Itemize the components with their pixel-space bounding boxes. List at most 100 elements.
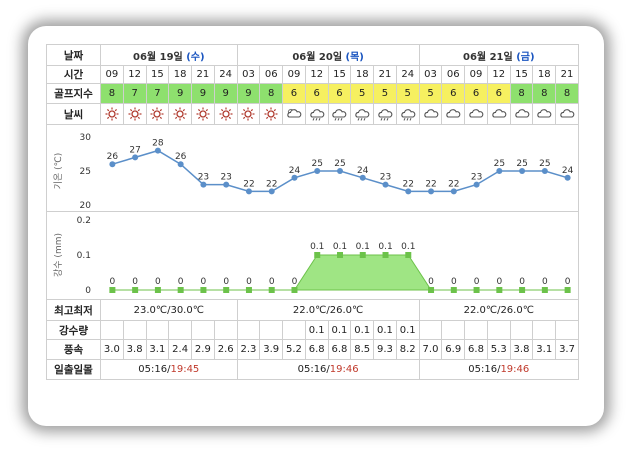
wind-cell: 5.2 bbox=[282, 339, 306, 360]
time-cell: 18 bbox=[350, 65, 375, 84]
golf-index-cell: 5 bbox=[350, 83, 375, 104]
time-cell: 21 bbox=[555, 65, 579, 84]
precipitation-point bbox=[291, 287, 298, 293]
wind-cell: 2.4 bbox=[168, 339, 192, 360]
temperature-point bbox=[496, 168, 503, 174]
weather-cell bbox=[486, 103, 511, 125]
weather-row: 날씨 bbox=[46, 103, 579, 125]
rain-cloud-icon bbox=[377, 107, 393, 121]
temperature-point bbox=[154, 147, 161, 154]
precipitation-y-tick: 0 bbox=[85, 286, 91, 296]
wind-row: 풍속 3.0 3.8 3.1 2.4 2.9 2.6 2.3 3.9 5.2 6.8 6.8 8.5 9… bbox=[46, 339, 579, 360]
temperature-point bbox=[564, 174, 571, 181]
sun-icon bbox=[172, 107, 188, 121]
time-cell: 06 bbox=[259, 65, 284, 84]
rain-amount-cell bbox=[532, 320, 557, 340]
temperature-point bbox=[177, 161, 184, 168]
rain-amount-cell: 0.1 bbox=[304, 320, 329, 340]
rainamt-row-label: 강수량 bbox=[46, 320, 101, 340]
precipitation-data-label: 0 bbox=[110, 277, 116, 287]
day-date-1: 06월 19일 bbox=[133, 51, 183, 63]
wind-cell: 6.8 bbox=[327, 339, 352, 360]
precipitation-axis-title: 강수 (mm) bbox=[53, 233, 64, 277]
forecast-table: 날짜 06월 19일 (수) 06월 20일 (목) 06월 21일 (금) 시… bbox=[46, 44, 579, 380]
time-cell: 21 bbox=[373, 65, 397, 84]
precipitation-point bbox=[223, 287, 230, 293]
golf-row-label: 골프지수 bbox=[46, 83, 101, 104]
temperature-point bbox=[405, 188, 412, 195]
wind-cell: 3.8 bbox=[122, 339, 147, 360]
wind-cell: 3.0 bbox=[100, 339, 124, 360]
rain-amount-cell bbox=[191, 320, 215, 340]
precipitation-point bbox=[245, 287, 252, 293]
precipitation-data-label: 0.1 bbox=[310, 242, 324, 252]
time-cell: 09 bbox=[464, 65, 488, 84]
precipitation-y-tick: 0.2 bbox=[77, 216, 91, 226]
golf-index-cell: 8 bbox=[555, 83, 579, 104]
weather-cell bbox=[555, 103, 579, 125]
temperature-axis-title: 기온 (℃) bbox=[53, 153, 64, 190]
precipitation-chart-cell: 강수 (mm) 0 0.1 0.2 0 0 0 0 0 0 0 0 0 0.1 0.1 0.1 0.1 0.1 0 0… bbox=[46, 211, 579, 300]
rain-amount-cell bbox=[213, 320, 238, 340]
cloud-icon bbox=[468, 107, 484, 121]
golf-index-cell: 5 bbox=[373, 83, 397, 104]
temperature-data-label: 24 bbox=[289, 166, 301, 176]
weather-cell bbox=[282, 103, 306, 125]
precipitation-point bbox=[519, 287, 526, 293]
precipitation-data-label: 0.1 bbox=[378, 242, 392, 252]
temperature-y-tick: 25 bbox=[80, 167, 91, 177]
maxmin-day-1: 23.0℃/30.0℃ bbox=[100, 299, 238, 321]
rain-amount-cell bbox=[418, 320, 443, 340]
rain-amount-row: 강수량 0.1 0.1 0.1 0.1 0.1 bbox=[46, 320, 579, 340]
time-cell: 24 bbox=[213, 65, 238, 84]
golf-index-cell: 5 bbox=[395, 83, 420, 104]
precipitation-data-label: 0 bbox=[496, 277, 502, 287]
temperature-chart: 기온 (℃) 20 25 30 26 27 28 26 23 23 22 22 24 25 25 24 23 22… bbox=[53, 133, 574, 211]
weather-cell bbox=[532, 103, 557, 125]
rain-amount-cell bbox=[122, 320, 147, 340]
golf-index-cell: 9 bbox=[213, 83, 238, 104]
wind-cell: 3.7 bbox=[555, 339, 579, 360]
golf-index-cell: 8 bbox=[259, 83, 284, 104]
precipitation-point bbox=[359, 252, 366, 258]
temperature-data-label: 23 bbox=[198, 173, 209, 183]
temperature-point bbox=[109, 161, 116, 168]
max-min-row: 최고최저 23.0℃/30.0℃ 22.0℃/26.0℃ 22.0℃/26.0℃ bbox=[46, 299, 579, 321]
precipitation-data-label: 0 bbox=[451, 277, 457, 287]
rain-amount-cell bbox=[509, 320, 534, 340]
wind-cell: 8.2 bbox=[395, 339, 420, 360]
wind-cell: 3.1 bbox=[145, 339, 170, 360]
precipitation-data-label: 0 bbox=[223, 277, 229, 287]
cloud-icon bbox=[559, 107, 575, 121]
precipitation-data-label: 0 bbox=[155, 277, 161, 287]
precipitation-point bbox=[154, 287, 161, 293]
temperature-point bbox=[519, 168, 526, 174]
weather-cell bbox=[327, 103, 352, 125]
temperature-data-label: 27 bbox=[129, 145, 140, 155]
rain-amount-cell bbox=[555, 320, 579, 340]
golf-index-cell: 6 bbox=[304, 83, 329, 104]
weather-cell bbox=[373, 103, 397, 125]
temperature-y-tick: 30 bbox=[80, 133, 92, 143]
weather-cell bbox=[304, 103, 329, 125]
sun-icon bbox=[263, 107, 279, 121]
day-date-3: 06월 21일 bbox=[462, 51, 513, 63]
precipitation-data-label: 0 bbox=[246, 277, 252, 287]
time-cell: 15 bbox=[327, 65, 352, 84]
time-cell: 21 bbox=[191, 65, 215, 84]
weather-cell bbox=[100, 103, 124, 125]
golf-index-cell: 6 bbox=[327, 83, 352, 104]
sun-row: 일출일몰 05:16/19:45 05:16/19:46 05:16/19:46 bbox=[46, 359, 579, 380]
weather-cell bbox=[168, 103, 192, 125]
sunrise-2: 05:16/ bbox=[297, 364, 330, 375]
precipitation-point bbox=[405, 252, 412, 258]
rain-amount-cell bbox=[282, 320, 306, 340]
maxmin-day-3: 22.0℃/26.0℃ bbox=[418, 299, 579, 321]
temperature-point bbox=[245, 188, 252, 195]
temperature-data-label: 24 bbox=[562, 166, 574, 176]
day-header-3: 06월 21일 (금) bbox=[418, 44, 579, 66]
time-cell: 09 bbox=[100, 65, 124, 84]
temperature-data-label: 26 bbox=[107, 152, 119, 162]
precipitation-row: 강수 (mm) 0 0.1 0.2 0 0 0 0 0 0 0 0 0 0.1 0.1 0.1 0.1 0.1 0 0… bbox=[46, 211, 579, 300]
